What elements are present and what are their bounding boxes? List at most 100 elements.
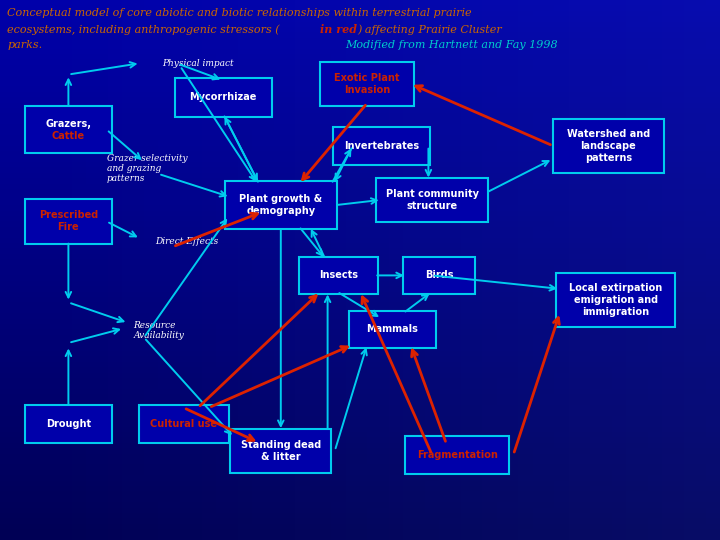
Bar bbox=[0, 167, 720, 173]
Bar bbox=[108, 0, 115, 540]
Bar bbox=[0, 54, 720, 59]
Bar bbox=[677, 0, 684, 540]
Bar bbox=[0, 292, 720, 297]
Text: Watershed and: Watershed and bbox=[567, 129, 650, 139]
Bar bbox=[641, 0, 648, 540]
Bar bbox=[0, 265, 720, 270]
Bar bbox=[202, 0, 209, 540]
Bar bbox=[288, 0, 295, 540]
Bar bbox=[0, 508, 720, 513]
Bar bbox=[0, 405, 720, 410]
Bar bbox=[0, 248, 720, 254]
Bar bbox=[216, 0, 223, 540]
Bar bbox=[0, 383, 720, 389]
FancyBboxPatch shape bbox=[25, 106, 112, 153]
Bar bbox=[29, 0, 36, 540]
Bar bbox=[0, 421, 720, 427]
Bar bbox=[0, 103, 720, 108]
Bar bbox=[0, 194, 720, 200]
Bar bbox=[0, 221, 720, 227]
Bar bbox=[367, 0, 374, 540]
Bar bbox=[619, 0, 626, 540]
Text: Birds: Birds bbox=[425, 271, 454, 280]
Bar bbox=[317, 0, 324, 540]
Bar bbox=[0, 119, 720, 124]
Text: patterns: patterns bbox=[585, 153, 632, 163]
FancyBboxPatch shape bbox=[299, 256, 378, 294]
Bar bbox=[0, 0, 720, 5]
Bar bbox=[22, 0, 29, 540]
Bar bbox=[0, 27, 720, 32]
Bar bbox=[0, 329, 720, 335]
Bar bbox=[338, 0, 346, 540]
Bar bbox=[245, 0, 252, 540]
Bar bbox=[590, 0, 598, 540]
Bar bbox=[0, 378, 720, 383]
Bar bbox=[0, 275, 720, 281]
Bar bbox=[0, 427, 720, 432]
Text: Prescribed: Prescribed bbox=[39, 211, 98, 220]
Bar bbox=[94, 0, 101, 540]
Bar bbox=[324, 0, 331, 540]
FancyBboxPatch shape bbox=[405, 436, 510, 474]
Bar bbox=[0, 70, 720, 76]
FancyBboxPatch shape bbox=[138, 405, 229, 443]
Bar bbox=[0, 297, 720, 302]
Bar bbox=[0, 184, 720, 189]
Text: in red: in red bbox=[320, 24, 357, 35]
Bar bbox=[0, 108, 720, 113]
Bar bbox=[58, 0, 65, 540]
Bar bbox=[569, 0, 576, 540]
Bar bbox=[648, 0, 655, 540]
Bar bbox=[50, 0, 58, 540]
Text: Plant growth &: Plant growth & bbox=[239, 194, 323, 204]
Text: Grazer selectivity
and grazing
patterns: Grazer selectivity and grazing patterns bbox=[107, 153, 187, 184]
Bar bbox=[122, 0, 130, 540]
Bar bbox=[670, 0, 677, 540]
Bar bbox=[72, 0, 79, 540]
Bar bbox=[130, 0, 137, 540]
FancyBboxPatch shape bbox=[230, 429, 331, 473]
Bar bbox=[0, 367, 720, 373]
Bar bbox=[0, 135, 720, 140]
Bar bbox=[0, 162, 720, 167]
FancyBboxPatch shape bbox=[174, 78, 272, 117]
Text: immigration: immigration bbox=[582, 307, 649, 316]
Bar bbox=[425, 0, 432, 540]
Text: parks.: parks. bbox=[7, 40, 42, 51]
Bar bbox=[0, 410, 720, 416]
Bar bbox=[331, 0, 338, 540]
Bar bbox=[0, 502, 720, 508]
Bar bbox=[266, 0, 274, 540]
Bar bbox=[497, 0, 504, 540]
Bar bbox=[0, 157, 720, 162]
Text: Standing dead: Standing dead bbox=[240, 440, 321, 450]
Bar bbox=[0, 173, 720, 178]
Bar bbox=[137, 0, 144, 540]
Bar bbox=[223, 0, 230, 540]
Bar bbox=[0, 513, 720, 518]
Text: ecosystems, including anthropogenic stressors (: ecosystems, including anthropogenic stre… bbox=[7, 24, 280, 35]
Bar bbox=[698, 0, 706, 540]
Bar bbox=[0, 11, 720, 16]
Text: Fragmentation: Fragmentation bbox=[417, 450, 498, 460]
Bar bbox=[634, 0, 641, 540]
Text: & litter: & litter bbox=[261, 452, 301, 462]
Bar bbox=[144, 0, 151, 540]
Bar bbox=[0, 124, 720, 130]
Bar bbox=[0, 319, 720, 324]
Bar bbox=[295, 0, 302, 540]
Bar bbox=[14, 0, 22, 540]
FancyBboxPatch shape bbox=[403, 256, 475, 294]
Text: Fire: Fire bbox=[58, 222, 79, 232]
Bar bbox=[43, 0, 50, 540]
Bar bbox=[0, 524, 720, 529]
Bar bbox=[274, 0, 281, 540]
Bar bbox=[482, 0, 490, 540]
Bar bbox=[353, 0, 360, 540]
Bar bbox=[0, 38, 720, 43]
Bar bbox=[0, 486, 720, 491]
Bar bbox=[0, 308, 720, 313]
Bar bbox=[0, 535, 720, 540]
Bar bbox=[0, 362, 720, 367]
